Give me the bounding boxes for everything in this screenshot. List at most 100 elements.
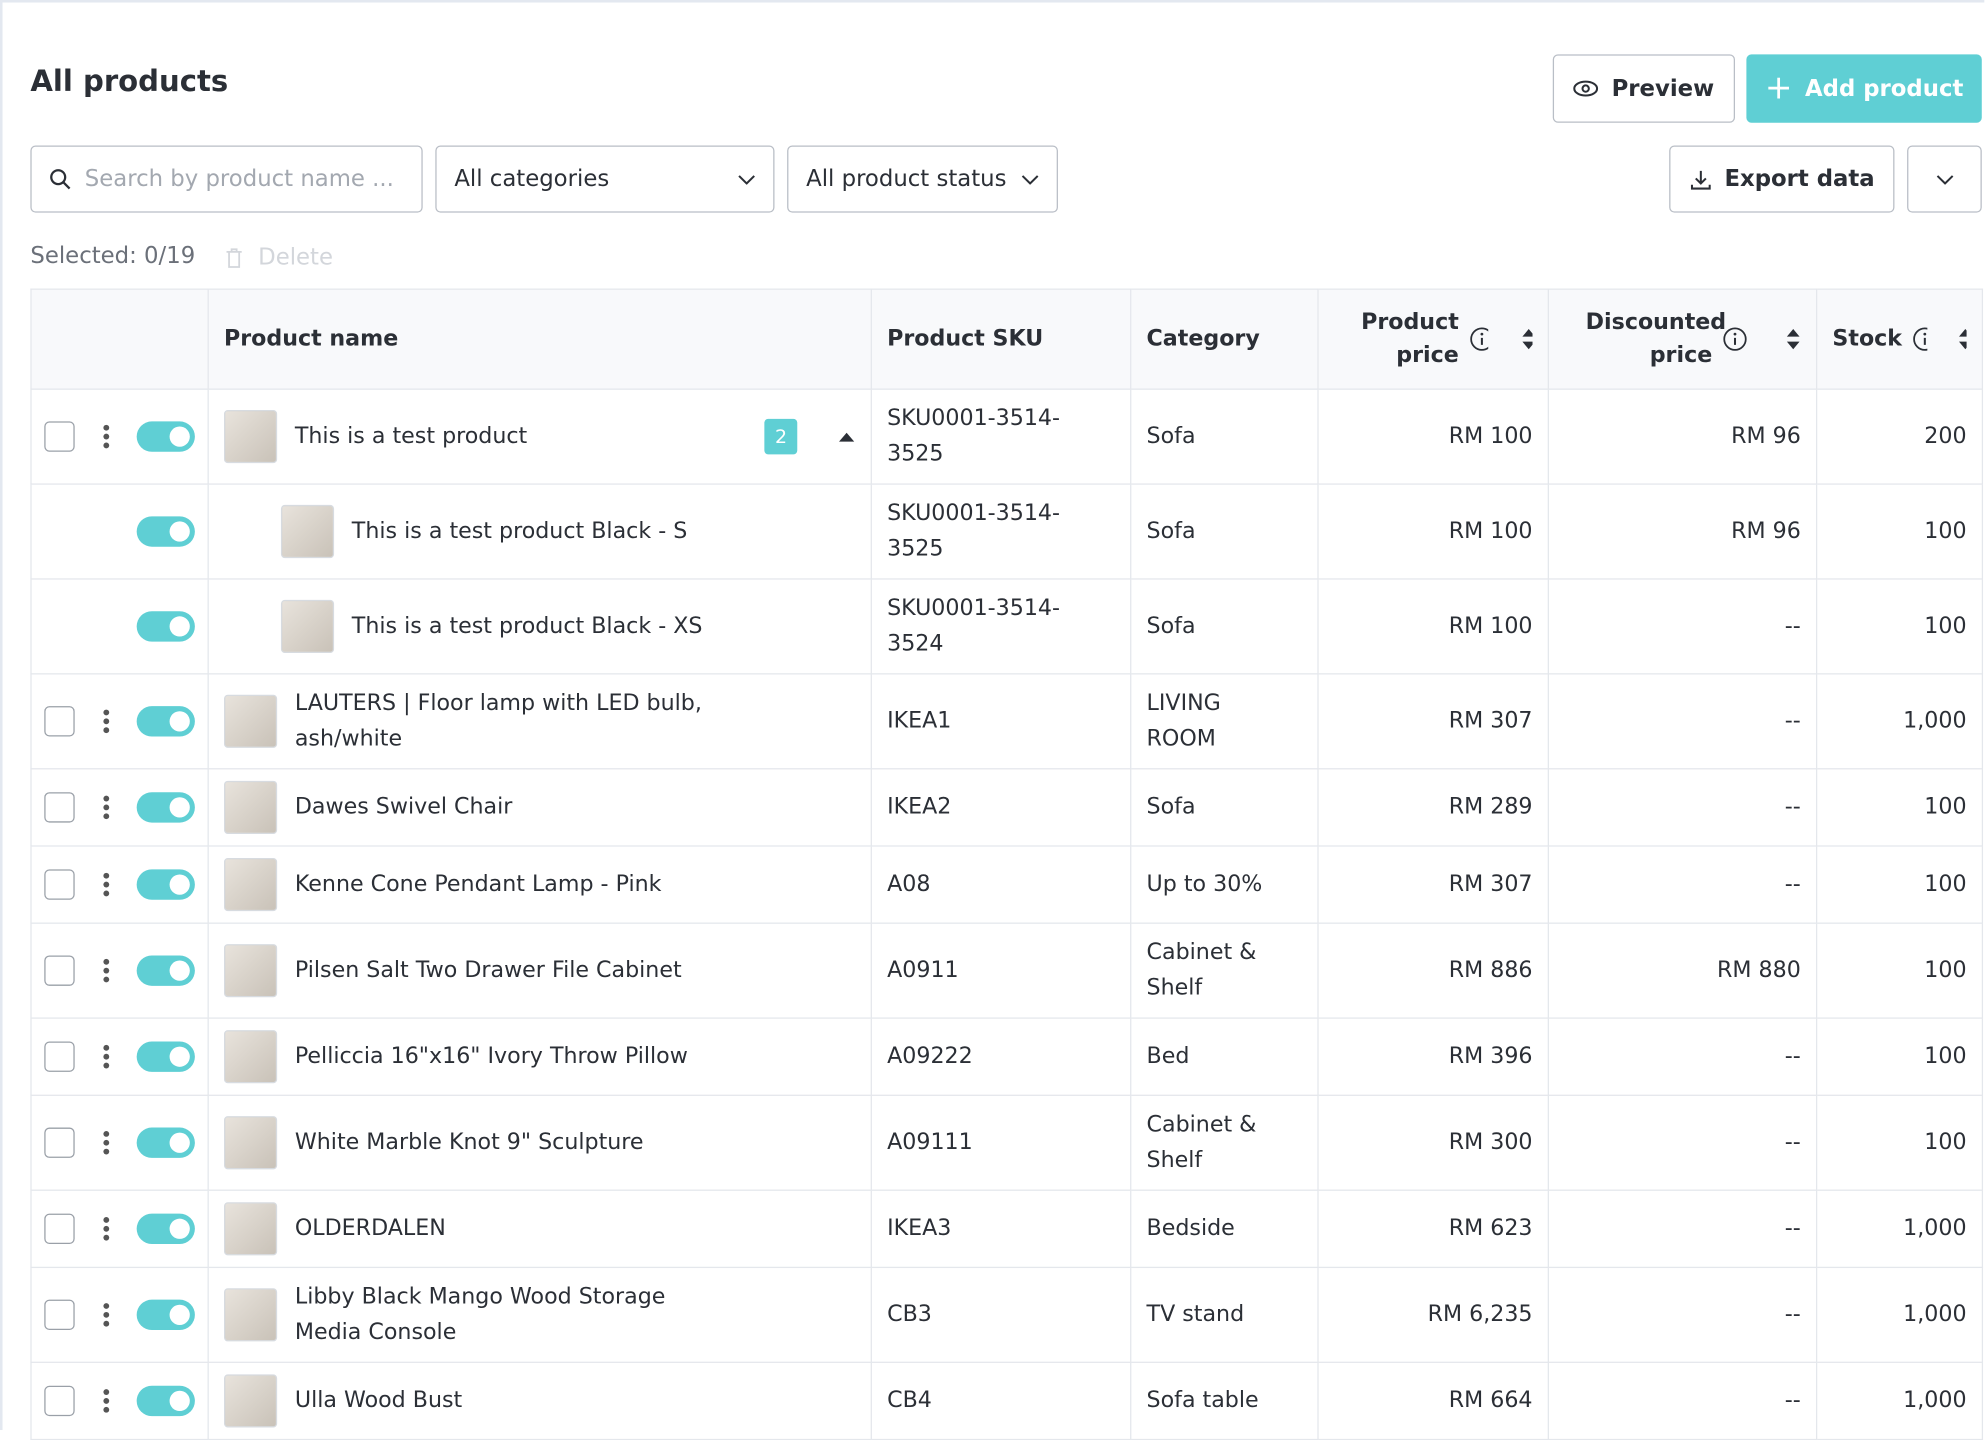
trash-icon — [226, 247, 242, 268]
name: Pilsen Salt Two Drawer File Cabinet — [223, 944, 855, 998]
add-product-button[interactable]: + Add product — [1746, 54, 1982, 123]
discounted-cell: -- — [1547, 845, 1818, 924]
column-header: Product name — [223, 326, 399, 352]
menu-icon[interactable] — [102, 424, 110, 449]
controls-cell — [30, 578, 209, 675]
product-name: This is a test product Black - XS — [351, 613, 703, 640]
controls-cell — [30, 1017, 209, 1096]
controls — [44, 611, 195, 642]
category-select[interactable]: All categories — [435, 145, 775, 213]
status-toggle[interactable] — [136, 1299, 195, 1331]
name-cell: Pelliccia 16"x16" Ivory Throw Pillow — [207, 1017, 872, 1096]
category-select-label: All categories — [454, 165, 610, 193]
discounted-cell: RM 96 — [1547, 483, 1818, 580]
status-toggle[interactable] — [136, 421, 195, 452]
name-cell: This is a test product Black - XS — [207, 578, 872, 675]
sku-cell: CB3 — [870, 1266, 1132, 1363]
search-input[interactable]: Search by product name ... — [30, 145, 423, 213]
product-row: Kenne Cone Pendant Lamp - Pink A08 Up to 3… — [30, 845, 1984, 924]
checkbox[interactable] — [44, 1299, 75, 1331]
header-cell: Discounted price — [1547, 288, 1818, 390]
price-cell: RM 100 — [1317, 483, 1549, 580]
status-toggle[interactable] — [136, 1213, 195, 1244]
stock-cell: 1,000 — [1815, 673, 1984, 770]
status-toggle[interactable] — [136, 1385, 195, 1417]
product-row: Pelliccia 16"x16" Ivory Throw Pillow A092… — [30, 1017, 1984, 1096]
header-row: Product name Product SKU Category Product p… — [30, 288, 1984, 390]
sku-cell: CB4 — [870, 1361, 1132, 1440]
name-cell: OLDERDALEN — [207, 1189, 872, 1269]
menu-icon[interactable] — [102, 872, 110, 897]
category: Cabinet & Shelf — [1146, 940, 1257, 1002]
checkbox[interactable] — [44, 955, 75, 986]
header-cell: Product price — [1317, 288, 1549, 390]
sku-cell: A09111 — [870, 1094, 1132, 1191]
menu-icon[interactable] — [102, 1130, 110, 1155]
status-toggle[interactable] — [136, 792, 195, 823]
category: Sofa table — [1146, 1388, 1259, 1414]
add-product-label: Add product — [1805, 75, 1964, 102]
checkbox[interactable] — [44, 421, 75, 452]
status-toggle[interactable] — [136, 1041, 195, 1072]
name: Kenne Cone Pendant Lamp - Pink — [223, 858, 855, 912]
menu-icon[interactable] — [102, 1388, 110, 1413]
category-cell: Sofa — [1130, 388, 1319, 485]
status-select[interactable]: All product status — [787, 145, 1058, 213]
category: Sofa — [1146, 613, 1196, 640]
controls-cell — [30, 1266, 209, 1363]
export-button[interactable]: Export data — [1669, 145, 1895, 213]
menu-icon[interactable] — [102, 709, 110, 734]
menu-icon[interactable] — [102, 958, 110, 983]
sort-icon — [1522, 329, 1533, 350]
more-button[interactable] — [1907, 145, 1982, 213]
status-toggle[interactable] — [136, 1127, 195, 1158]
status-toggle[interactable] — [136, 706, 195, 737]
collapse-icon[interactable] — [838, 431, 856, 442]
checkbox[interactable] — [44, 792, 75, 823]
discounted-cell: -- — [1547, 578, 1818, 675]
checkbox[interactable] — [44, 869, 75, 900]
sku: IKEA2 — [887, 794, 952, 821]
sku: SKU0001-3514-3524 — [887, 596, 1061, 657]
category: Sofa — [1146, 518, 1196, 545]
category-cell: Bed — [1130, 1017, 1319, 1096]
info-icon — [1913, 327, 1928, 351]
header-cell: Stock — [1815, 288, 1984, 390]
sku-cell: IKEA1 — [870, 673, 1132, 770]
sku: A0911 — [887, 957, 959, 984]
status-toggle[interactable] — [136, 955, 195, 986]
menu-icon[interactable] — [102, 1302, 110, 1327]
stock-cell: 200 — [1815, 388, 1984, 485]
checkbox[interactable] — [44, 1041, 75, 1072]
thumbnail — [223, 780, 278, 834]
category-cell: Sofa — [1130, 768, 1319, 847]
price-cell: RM 100 — [1317, 388, 1549, 485]
menu-icon[interactable] — [102, 795, 110, 820]
status-toggle[interactable] — [136, 869, 195, 900]
sku: CB3 — [887, 1302, 932, 1328]
name: Pelliccia 16"x16" Ivory Throw Pillow — [223, 1030, 855, 1084]
menu-icon[interactable] — [102, 1216, 110, 1241]
checkbox[interactable] — [44, 1385, 75, 1417]
status-toggle[interactable] — [136, 516, 195, 547]
status-toggle[interactable] — [136, 611, 195, 642]
name: This is a test product Black - S — [224, 504, 855, 559]
discounted-cell: RM 96 — [1547, 388, 1818, 485]
stock-cell: 100 — [1815, 768, 1984, 847]
delete-button[interactable]: Delete — [225, 244, 333, 271]
name-cell: LAUTERS | Floor lamp with LED bulb, ash/… — [207, 673, 872, 770]
menu-icon[interactable] — [102, 1044, 110, 1069]
thumbnail — [223, 694, 278, 748]
sku: CB4 — [887, 1388, 932, 1414]
controls-cell — [30, 1361, 209, 1440]
category-cell: TV stand — [1130, 1266, 1319, 1363]
checkbox[interactable] — [44, 1213, 75, 1244]
checkbox[interactable] — [44, 1127, 75, 1158]
price-cell: RM 623 — [1317, 1189, 1549, 1269]
name-cell: Kenne Cone Pendant Lamp - Pink — [207, 845, 872, 924]
preview-button[interactable]: Preview — [1552, 54, 1736, 123]
name-cell: Ulla Wood Bust — [207, 1361, 872, 1440]
name-cell: This is a test product 2 — [207, 388, 872, 485]
checkbox[interactable] — [44, 706, 75, 737]
